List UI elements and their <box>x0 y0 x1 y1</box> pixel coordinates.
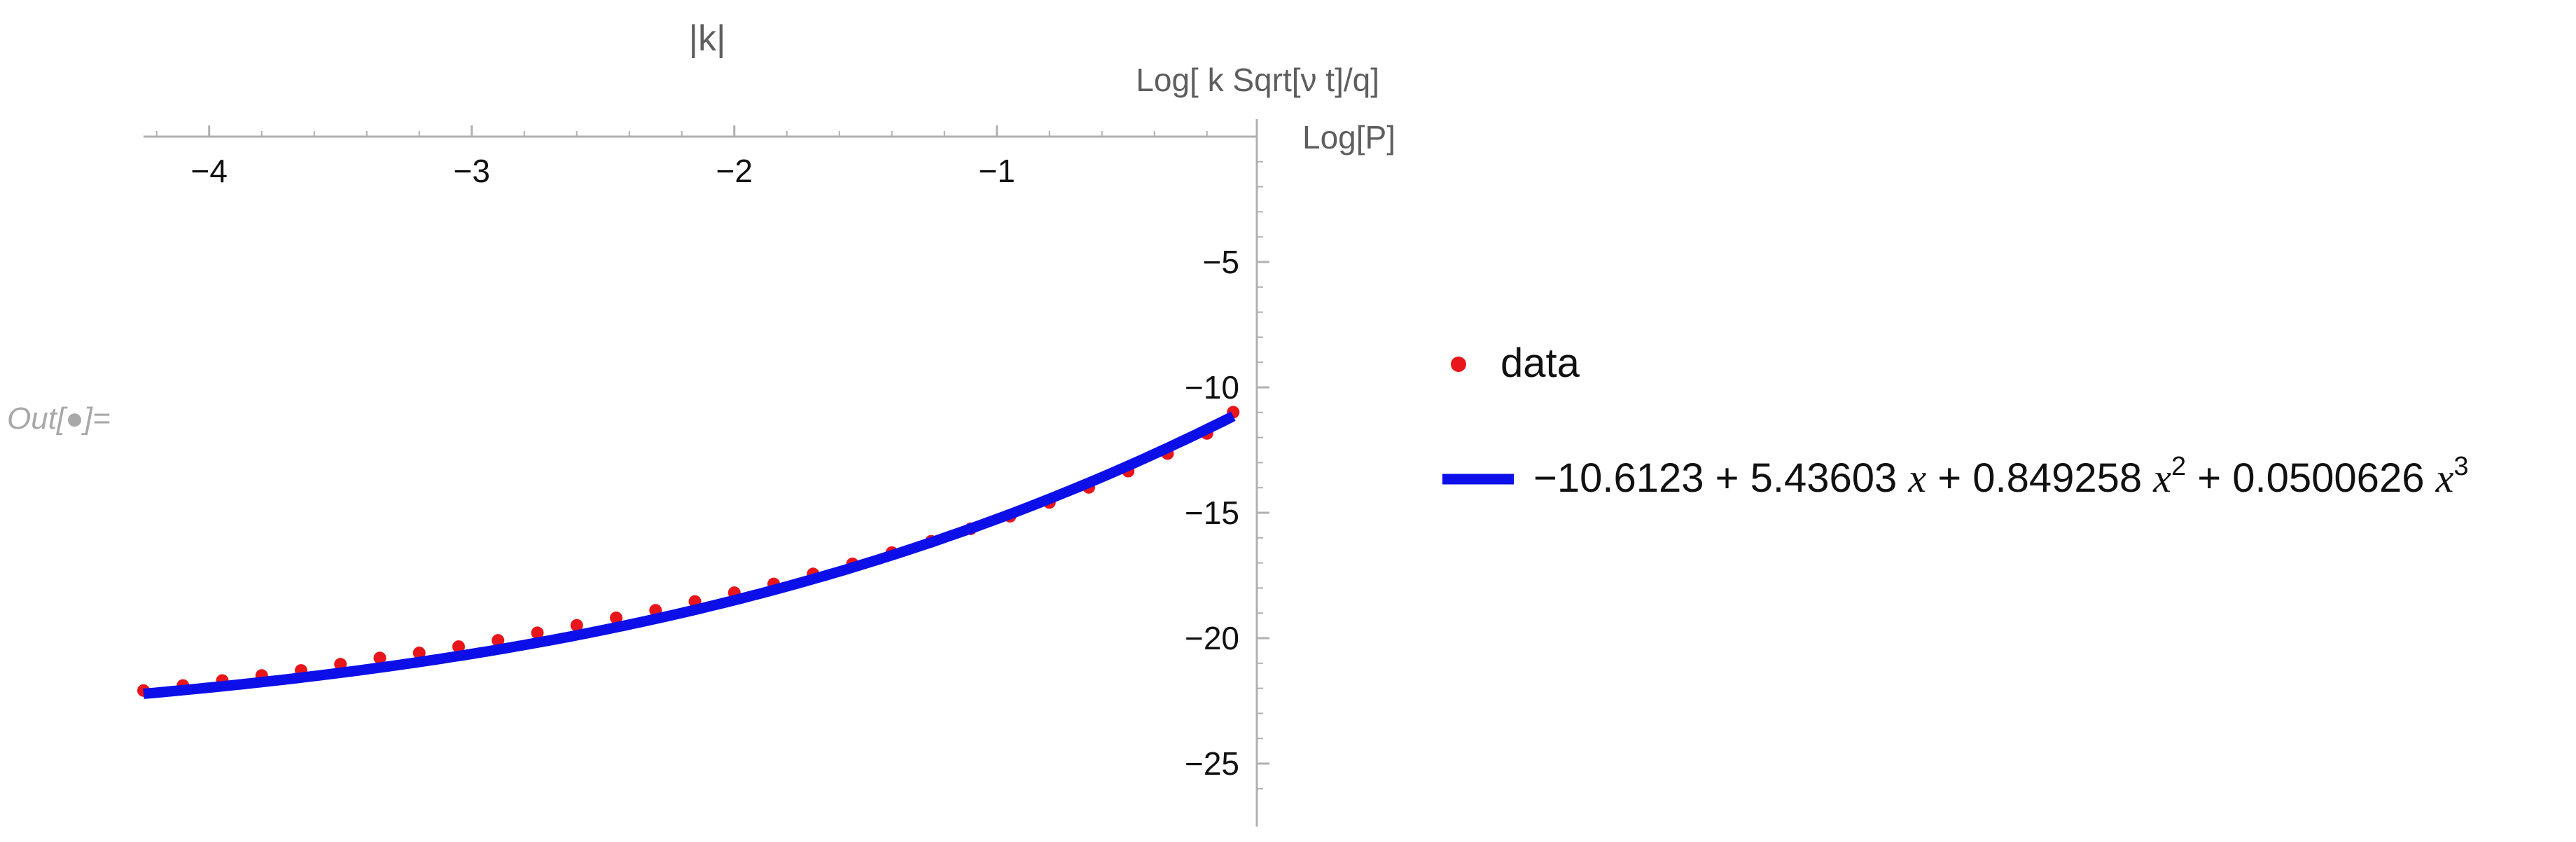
data-point <box>452 640 465 654</box>
fit-term-2-coef: + 0.849258 <box>1926 455 2153 501</box>
legend-fit-label: −10.6123 + 5.43603 x + 0.849258 x2 + 0.0… <box>1533 452 2468 501</box>
x-tick-label: −2 <box>716 153 753 189</box>
data-point <box>610 611 622 624</box>
data-series <box>137 406 1240 697</box>
y-ticks: −5 −10 −15 −20 −25 <box>1185 160 1269 789</box>
data-point <box>412 647 426 660</box>
data-point <box>531 626 544 640</box>
fit-term-2-var: x <box>2152 455 2171 501</box>
fit-curve <box>143 411 1236 699</box>
fit-term-3-coef: + 0.0500626 <box>2186 455 2435 501</box>
legend-data-marker <box>1451 357 1466 372</box>
y-tick-label: −5 <box>1203 244 1239 280</box>
fit-constant: −10.6123 <box>1533 455 1704 501</box>
legend-data-label: data <box>1501 340 1580 386</box>
y-axis-title: Log[P] <box>1302 119 1395 156</box>
fit-term-1-var: x <box>1907 455 1926 501</box>
data-point <box>492 634 505 647</box>
fit-term-1-coef: + 5.43603 <box>1704 455 1909 501</box>
plot-title: |k| <box>688 18 725 59</box>
x-tick-label: −3 <box>454 153 490 189</box>
out-label: Out[●]= <box>7 401 111 436</box>
x-axis-title: Log[ k Sqrt[ν t]/q] <box>1136 62 1379 98</box>
y-tick-label: −10 <box>1185 369 1239 406</box>
fit-term-3-exponent: 3 <box>2453 452 2468 481</box>
fit-term-3-var: x <box>2435 455 2454 501</box>
x-tick-label: −1 <box>979 153 1015 189</box>
x-ticks: −4 −3 −2 −1 <box>155 125 1208 189</box>
y-tick-label: −15 <box>1185 495 1239 531</box>
y-tick-label: −20 <box>1185 620 1239 656</box>
data-point <box>373 651 387 665</box>
legend: data −10.6123 + 5.43603 x + 0.849258 x2 … <box>1442 340 2468 501</box>
data-point <box>570 619 583 632</box>
y-tick-label: −25 <box>1185 745 1239 782</box>
x-tick-label: −4 <box>191 153 228 189</box>
axes: −4 −3 −2 −1 −5 −10 −15 −20 −25 <box>144 119 1269 827</box>
fit-term-2-exponent: 2 <box>2171 452 2186 481</box>
